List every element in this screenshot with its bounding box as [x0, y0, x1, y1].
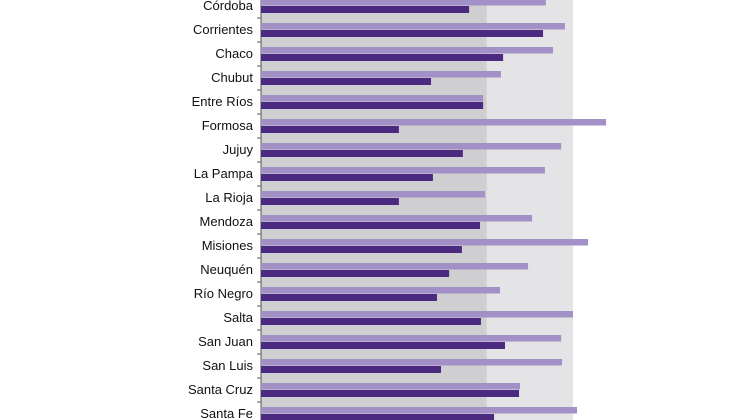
category-label: Santa Fe — [200, 406, 253, 420]
category-label: La Rioja — [205, 190, 253, 205]
bar-series-light — [261, 215, 533, 222]
bar-series-dark — [261, 174, 433, 181]
bar-series-dark — [261, 318, 481, 325]
bar-series-light — [261, 95, 484, 102]
bar-series-light — [261, 383, 520, 390]
background-band-0 — [261, 0, 487, 420]
category-label: Chubut — [211, 70, 253, 85]
category-label: San Juan — [198, 334, 253, 349]
category-label: Neuquén — [200, 262, 253, 277]
bar-series-light — [261, 335, 562, 342]
bar-series-dark — [261, 198, 399, 205]
category-label: Jujuy — [223, 142, 254, 157]
background-band-1 — [486, 0, 573, 420]
category-label: Río Negro — [194, 286, 253, 301]
bar-series-dark — [261, 366, 442, 373]
bar-series-dark — [261, 246, 462, 253]
bar-series-dark — [261, 54, 504, 61]
bar-series-dark — [261, 294, 437, 301]
bar-series-light — [261, 287, 500, 294]
category-label: La Pampa — [194, 166, 254, 181]
category-label: Mendoza — [200, 214, 254, 229]
category-label: Entre Ríos — [192, 94, 254, 109]
bar-series-light — [261, 0, 546, 6]
bar-series-dark — [261, 126, 399, 133]
bar-series-dark — [261, 150, 463, 157]
bar-series-light — [261, 167, 545, 174]
bar-series-light — [261, 263, 529, 270]
bar-series-light — [261, 239, 588, 246]
bar-series-light — [261, 143, 562, 150]
bar-series-dark — [261, 30, 544, 37]
category-label: Corrientes — [193, 22, 253, 37]
bar-series-dark — [261, 270, 450, 277]
bar-series-light — [261, 23, 565, 30]
category-label: Chaco — [215, 46, 253, 61]
bar-series-dark — [261, 414, 495, 420]
bar-series-light — [261, 407, 578, 414]
bar-series-light — [261, 311, 573, 318]
bar-series-light — [261, 47, 554, 54]
bar-series-light — [261, 119, 607, 126]
bar-series-dark — [261, 102, 484, 109]
bar-series-dark — [261, 390, 520, 397]
bar-series-light — [261, 191, 486, 198]
bar-series-light — [261, 359, 563, 366]
bar-series-light — [261, 71, 501, 78]
category-label: Santa Cruz — [188, 382, 253, 397]
category-label: Misiones — [202, 238, 254, 253]
bar-series-dark — [261, 6, 470, 13]
category-label: San Luis — [202, 358, 253, 373]
category-label: Formosa — [202, 118, 254, 133]
category-label: Salta — [223, 310, 253, 325]
bar-series-dark — [261, 222, 481, 229]
bar-series-dark — [261, 78, 432, 85]
category-label: Córdoba — [203, 0, 254, 13]
bar-series-dark — [261, 342, 505, 349]
